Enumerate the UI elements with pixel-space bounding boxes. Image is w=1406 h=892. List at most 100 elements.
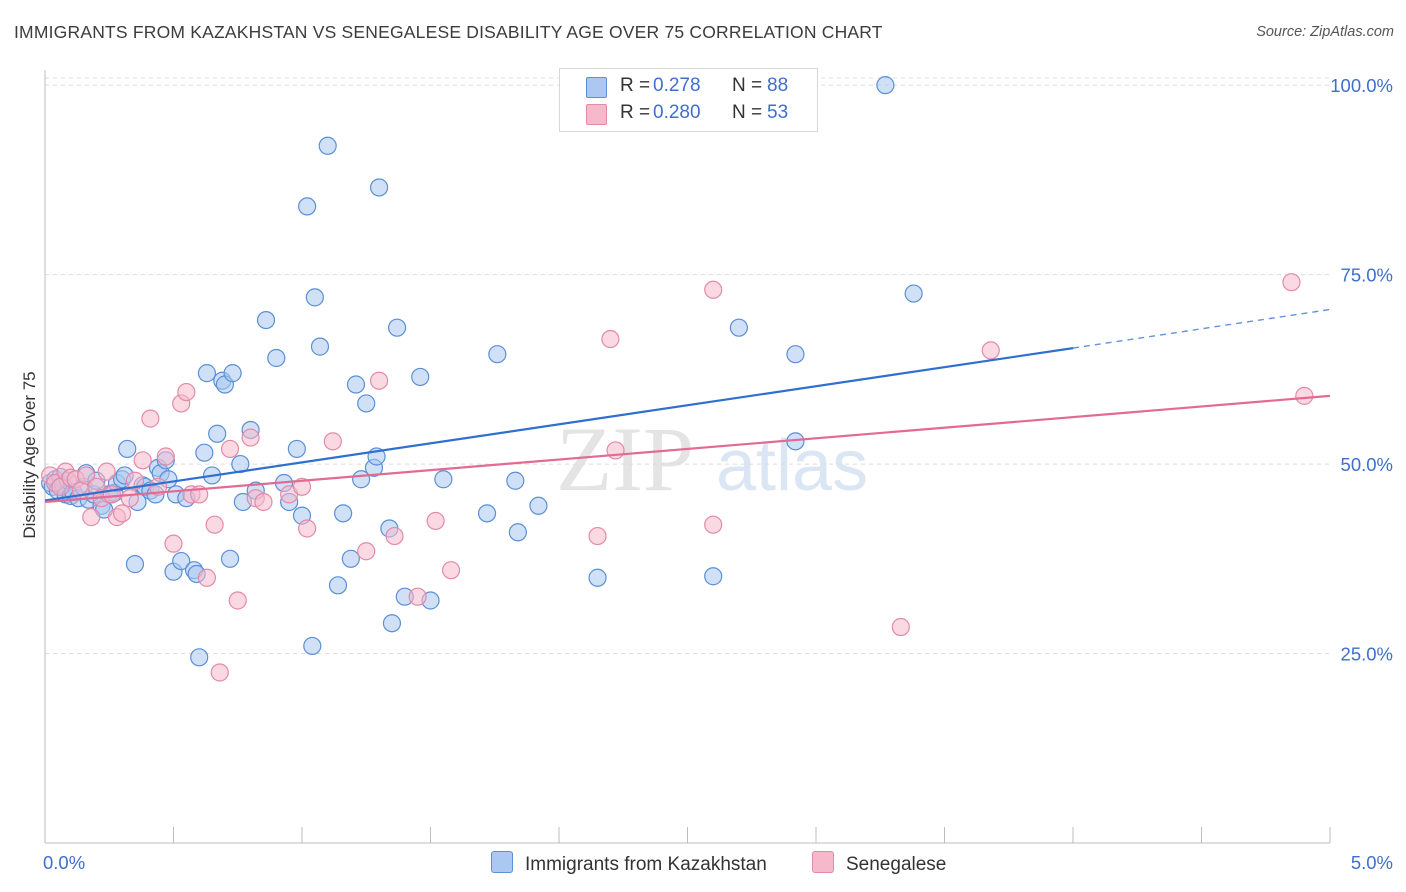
data-point <box>729 318 749 337</box>
data-point <box>102 485 121 504</box>
data-point <box>588 568 607 587</box>
data-point <box>387 318 407 337</box>
legend-n-label: N = <box>732 102 763 123</box>
data-point <box>298 519 317 538</box>
x-tick-label: 5.0% <box>1351 852 1393 873</box>
trend-line-senegalese <box>44 394 1331 504</box>
data-point <box>164 534 183 553</box>
data-point <box>197 568 217 587</box>
data-point <box>141 409 160 428</box>
data-point <box>125 555 145 574</box>
y-tick-label: 50.0% <box>1341 454 1393 475</box>
data-point <box>125 471 145 490</box>
data-point <box>382 614 402 633</box>
data-point <box>434 470 453 489</box>
data-point <box>370 178 389 197</box>
data-point <box>411 367 430 387</box>
data-point <box>197 364 217 383</box>
chart-title: IMMIGRANTS FROM KAZAKHSTAN VS SENEGALESE… <box>14 22 883 42</box>
data-point <box>118 439 137 459</box>
data-point <box>508 523 527 542</box>
data-point <box>305 288 324 307</box>
data-point <box>385 526 404 546</box>
watermark-zip: ZIP <box>556 408 694 510</box>
bottom-legend-label-kazakhstan: Immigrants from Kazakhstan <box>525 854 767 875</box>
data-point <box>588 526 607 546</box>
y-tick-label: 25.0% <box>1341 644 1393 665</box>
y-tick-label: 75.0% <box>1341 265 1393 286</box>
data-point <box>323 432 342 451</box>
data-point <box>195 443 214 462</box>
legend-n-value: 88 <box>767 75 789 96</box>
data-point <box>370 371 389 390</box>
data-point <box>334 504 353 523</box>
data-point <box>328 576 348 595</box>
y-tick-label: 100.0% <box>1330 75 1393 96</box>
data-point <box>601 329 620 349</box>
data-point <box>287 439 306 459</box>
data-point <box>310 337 330 356</box>
data-point <box>112 504 132 523</box>
chart-source: Source: ZipAtlas.com <box>1256 24 1394 40</box>
data-point <box>341 549 360 568</box>
data-point <box>357 394 376 413</box>
legend-r-label: R = <box>620 102 651 123</box>
data-point <box>441 561 461 580</box>
data-point <box>177 382 196 402</box>
watermark: ZIP atlas <box>556 408 868 510</box>
legend-swatch-kazakhstan <box>586 77 607 98</box>
data-point <box>223 364 242 383</box>
data-point <box>426 511 445 531</box>
bottom-legend-swatch-kazakhstan <box>491 851 513 873</box>
data-point <box>318 136 337 155</box>
legend-r-value: 0.278 <box>653 75 701 96</box>
data-point <box>156 447 175 466</box>
tick-labels: 25.0% 50.0% 75.0% 100.0% 0.0% 5.0% <box>43 75 1393 873</box>
data-point <box>172 551 191 571</box>
data-point <box>208 424 227 443</box>
trend-lines <box>44 308 1331 504</box>
data-point <box>488 345 507 364</box>
data-point <box>704 280 723 299</box>
bottom-legend-label-senegalese: Senegalese <box>846 854 947 875</box>
data-point <box>292 477 312 496</box>
data-point <box>254 492 273 512</box>
legend-n-value: 53 <box>767 102 789 123</box>
correlation-legend: R = 0.278 N = 88 R = 0.280 N = 53 <box>559 68 818 132</box>
data-point <box>704 567 723 586</box>
bottom-legend-senegalese: Senegalese <box>812 851 946 876</box>
data-point <box>303 636 322 656</box>
bottom-legend-swatch-senegalese <box>812 851 834 873</box>
trend-line-kazakhstan-extension <box>1072 308 1331 349</box>
data-point <box>786 345 805 364</box>
legend-n-label: N = <box>732 75 763 96</box>
data-point <box>891 617 910 637</box>
data-point <box>256 310 276 330</box>
data-point <box>1295 386 1314 405</box>
series-senegalese-points <box>41 273 1314 682</box>
x-tick-label: 0.0% <box>43 852 85 873</box>
legend-r-label: R = <box>620 75 651 96</box>
data-point <box>120 489 139 508</box>
legend-swatch-senegalese <box>586 104 607 125</box>
data-point <box>228 591 247 610</box>
data-point <box>1282 273 1301 292</box>
series-kazakhstan-points <box>41 76 923 667</box>
data-point <box>981 341 1000 360</box>
bottom-legend-kazakhstan: Immigrants from Kazakhstan <box>491 851 767 876</box>
data-point <box>506 471 525 490</box>
data-point <box>82 508 101 527</box>
data-point <box>298 197 317 216</box>
data-point <box>408 587 427 606</box>
data-point <box>210 663 229 682</box>
data-point <box>97 462 116 481</box>
data-point <box>357 542 376 561</box>
data-point <box>529 496 548 515</box>
axes <box>44 70 1331 844</box>
data-point <box>267 348 286 368</box>
data-point <box>220 549 240 568</box>
data-point <box>704 515 723 534</box>
data-point <box>77 466 96 485</box>
data-point <box>241 428 260 447</box>
